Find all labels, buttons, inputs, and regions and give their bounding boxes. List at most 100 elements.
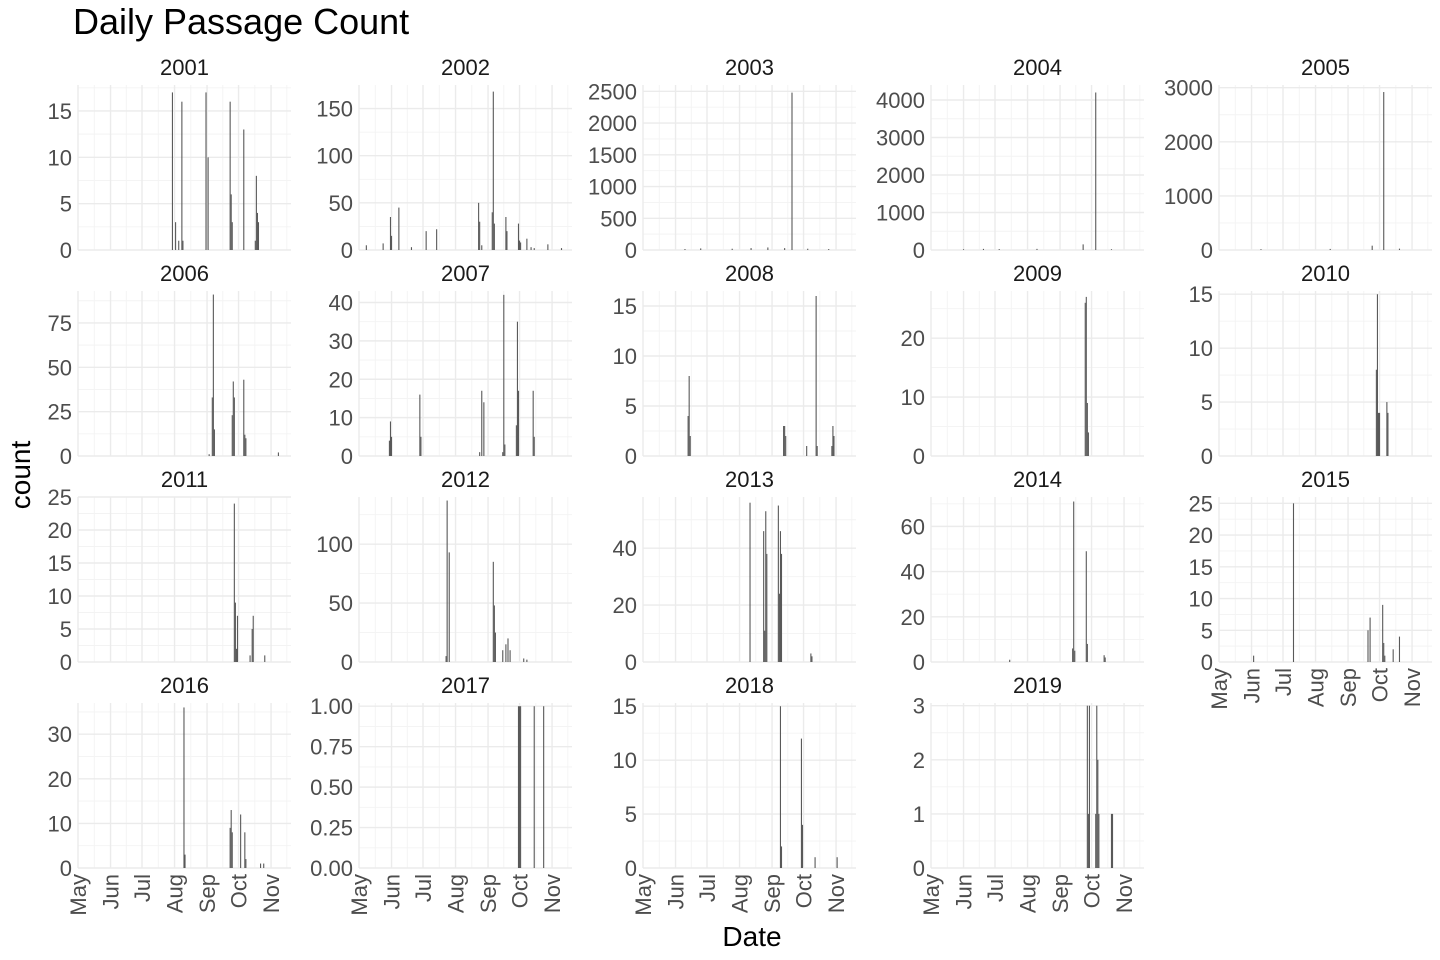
bar: [1098, 813, 1100, 868]
bar: [526, 659, 528, 662]
bar: [777, 505, 779, 662]
bar: [425, 231, 427, 250]
bar: [231, 832, 233, 868]
facet-strip-label: 2019: [1013, 673, 1062, 698]
bar: [446, 500, 448, 662]
bar: [234, 602, 236, 662]
bar: [1382, 604, 1384, 662]
x-tick-label: Jun: [952, 874, 977, 909]
bar: [1383, 642, 1385, 662]
bar: [505, 217, 507, 250]
bar: [1072, 648, 1074, 662]
bar: [1096, 705, 1098, 868]
x-tick-label: Jul: [1271, 668, 1296, 696]
bar: [479, 221, 481, 250]
bar: [836, 857, 838, 868]
bar: [388, 440, 390, 456]
bar: [236, 615, 239, 662]
facet-panel-2015: 2015 0 5 10 15 20 25 May Jun Jul Aug Sep Oct Nov: [1189, 467, 1432, 710]
bar: [1086, 705, 1088, 868]
bar: [494, 632, 496, 662]
bar: [1085, 551, 1087, 662]
bar: [398, 207, 400, 250]
bar: [832, 426, 834, 456]
x-tick-label: Oct: [1080, 874, 1105, 908]
facet-panel-2013: 2013 0 20 40: [613, 467, 856, 675]
bar: [175, 222, 177, 250]
x-tick-label: Jul: [411, 874, 436, 902]
bar: [700, 248, 702, 250]
bar: [229, 101, 231, 250]
x-tick-label: Nov: [824, 874, 849, 913]
facet-panel-2012: 2012 0 50 100: [316, 467, 572, 675]
bar: [684, 249, 686, 250]
bar: [1329, 248, 1331, 250]
y-tick-label: 0: [625, 238, 637, 263]
y-tick-label: 0: [60, 856, 72, 881]
bar: [1104, 657, 1106, 662]
y-tick-label: 5: [60, 617, 72, 642]
bar: [731, 248, 733, 250]
y-tick-label: 0: [1201, 444, 1213, 469]
bar: [1383, 92, 1385, 251]
bar: [436, 229, 438, 250]
x-tick-label: May: [919, 874, 944, 916]
x-tick-label: Sep: [1048, 874, 1073, 913]
bar: [233, 397, 235, 456]
bar: [784, 248, 786, 250]
bar: [763, 531, 765, 662]
bar: [791, 92, 793, 250]
facet-panel-2014: 2014 0 20 40 60: [901, 467, 1144, 675]
bar: [1392, 649, 1394, 662]
bar: [1110, 249, 1113, 250]
facet-strip-label: 2001: [160, 55, 209, 80]
facet-panel-2011: 2011 0 5 10 15 20 25: [48, 467, 291, 675]
y-tick-label: 20: [613, 593, 637, 618]
bar: [509, 650, 511, 662]
x-tick-label: Aug: [163, 874, 188, 913]
chart-title: Daily Passage Count: [73, 1, 409, 42]
y-tick-label: 10: [48, 584, 72, 609]
bar: [263, 863, 265, 868]
x-tick-label: Jun: [1240, 668, 1265, 703]
bar: [1087, 813, 1089, 868]
bar: [244, 434, 246, 456]
x-tick-label: Sep: [195, 874, 220, 913]
bar: [689, 436, 691, 456]
y-tick-label: 25: [1189, 491, 1213, 516]
facet-panel-2007: 2007 0 10 20 30 40: [329, 261, 572, 469]
bar: [1375, 369, 1377, 456]
bar: [229, 827, 231, 868]
y-tick-label: 0.00: [310, 856, 353, 881]
bar: [506, 231, 508, 250]
bar: [1260, 249, 1262, 250]
y-tick-label: 15: [48, 551, 72, 576]
bar: [520, 706, 522, 868]
bar: [232, 381, 234, 456]
y-tick-label: 20: [901, 326, 925, 351]
bar: [481, 390, 483, 456]
y-tick-label: 0: [1201, 238, 1213, 263]
y-tick-label: 75: [48, 311, 72, 336]
bar: [212, 294, 214, 456]
x-tick-label: May: [66, 874, 91, 916]
x-tick-label: Aug: [1016, 874, 1041, 913]
facet-panel-2003: 2003 0 500 1000 1500 2000 2500: [588, 55, 856, 263]
bar: [533, 436, 535, 456]
bar: [389, 421, 392, 456]
y-tick-label: 50: [329, 191, 353, 216]
bar: [1386, 402, 1388, 456]
bar: [240, 814, 242, 868]
y-tick-label: 0: [60, 238, 72, 263]
bar: [749, 502, 751, 662]
bar: [765, 511, 767, 662]
facet-panel-2001: 2001 0 5 10 15: [48, 55, 291, 263]
bar: [183, 707, 185, 868]
x-tick-label: Jun: [664, 874, 689, 909]
facet-panel-2005: 2005 0 1000 2000 3000: [1164, 55, 1432, 263]
bar: [1110, 813, 1113, 868]
bar: [962, 249, 965, 250]
bar: [478, 202, 480, 250]
x-tick-label: Oct: [1368, 668, 1393, 702]
bar: [233, 503, 235, 662]
